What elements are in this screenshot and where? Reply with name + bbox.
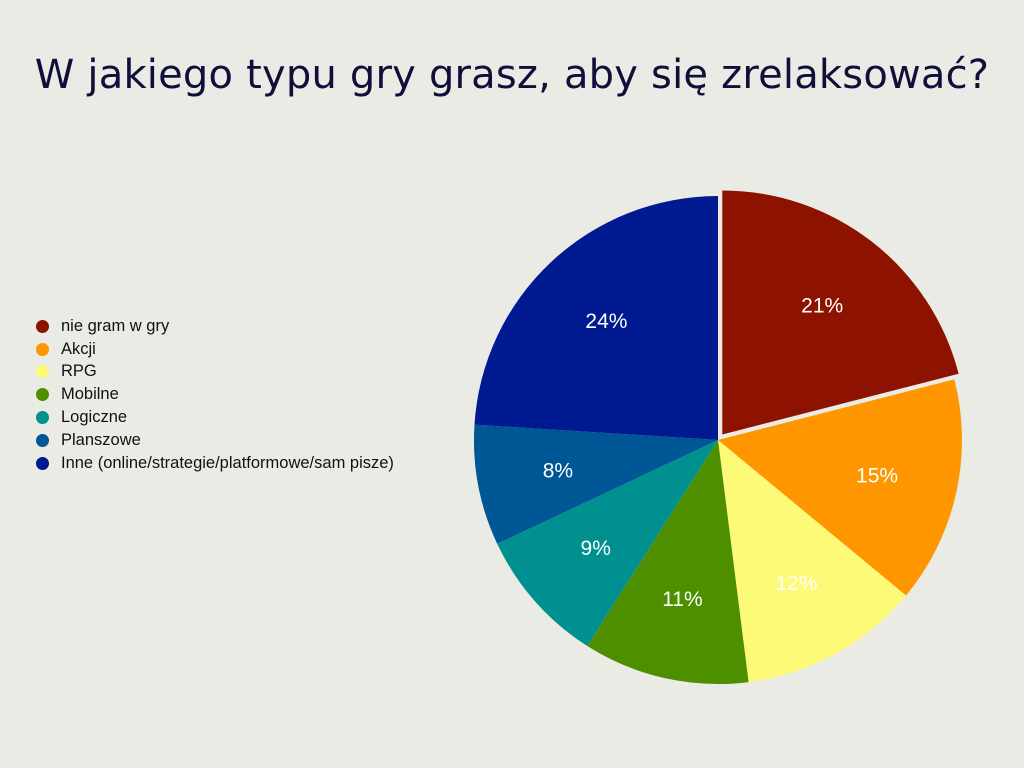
- legend-item: Logiczne: [36, 406, 394, 429]
- slice-data-label: 8%: [543, 460, 573, 483]
- legend-item: Akcji: [36, 338, 394, 361]
- legend-label: RPG: [61, 362, 97, 381]
- slice-data-label: 12%: [776, 572, 818, 595]
- legend-item: Mobilne: [36, 383, 394, 406]
- chart-title: W jakiego typu gry grasz, aby się zrelak…: [34, 52, 990, 98]
- slice-data-label: 15%: [856, 465, 898, 488]
- legend-swatch: [36, 388, 49, 402]
- legend-swatch: [36, 319, 49, 333]
- legend-swatch: [36, 411, 49, 425]
- slice-data-label: 9%: [581, 537, 611, 560]
- pie-slice: [718, 379, 962, 596]
- legend-swatch: [36, 433, 49, 447]
- legend-label: Akcji: [61, 339, 96, 358]
- pie-slice: [474, 196, 718, 440]
- legend-item: Inne (online/strategie/platformowe/sam p…: [36, 452, 394, 475]
- slice-data-label: 24%: [585, 310, 627, 333]
- legend-label: Planszowe: [61, 430, 141, 449]
- legend-label: nie gram w gry: [61, 316, 170, 335]
- legend-item: RPG: [36, 361, 394, 384]
- legend-label: Mobilne: [61, 385, 119, 404]
- legend-swatch: [36, 365, 49, 379]
- slice-data-label: 21%: [801, 295, 843, 318]
- pie-slice: [497, 440, 718, 647]
- pie-slice: [587, 440, 749, 684]
- legend: nie gram w gry Akcji RPG Mobilne Logiczne Pla…: [36, 315, 394, 475]
- slice-data-label: 11%: [662, 588, 702, 611]
- legend-label: Inne (online/strategie/platformowe/sam p…: [61, 453, 394, 472]
- pie-slice: [474, 424, 718, 544]
- legend-item: nie gram w gry: [36, 315, 394, 338]
- legend-item: Planszowe: [36, 429, 394, 452]
- legend-label: Logiczne: [61, 408, 128, 427]
- pie-slice: [722, 190, 959, 435]
- legend-swatch: [36, 342, 49, 356]
- pie-slice: [718, 440, 907, 683]
- legend-swatch: [36, 456, 49, 470]
